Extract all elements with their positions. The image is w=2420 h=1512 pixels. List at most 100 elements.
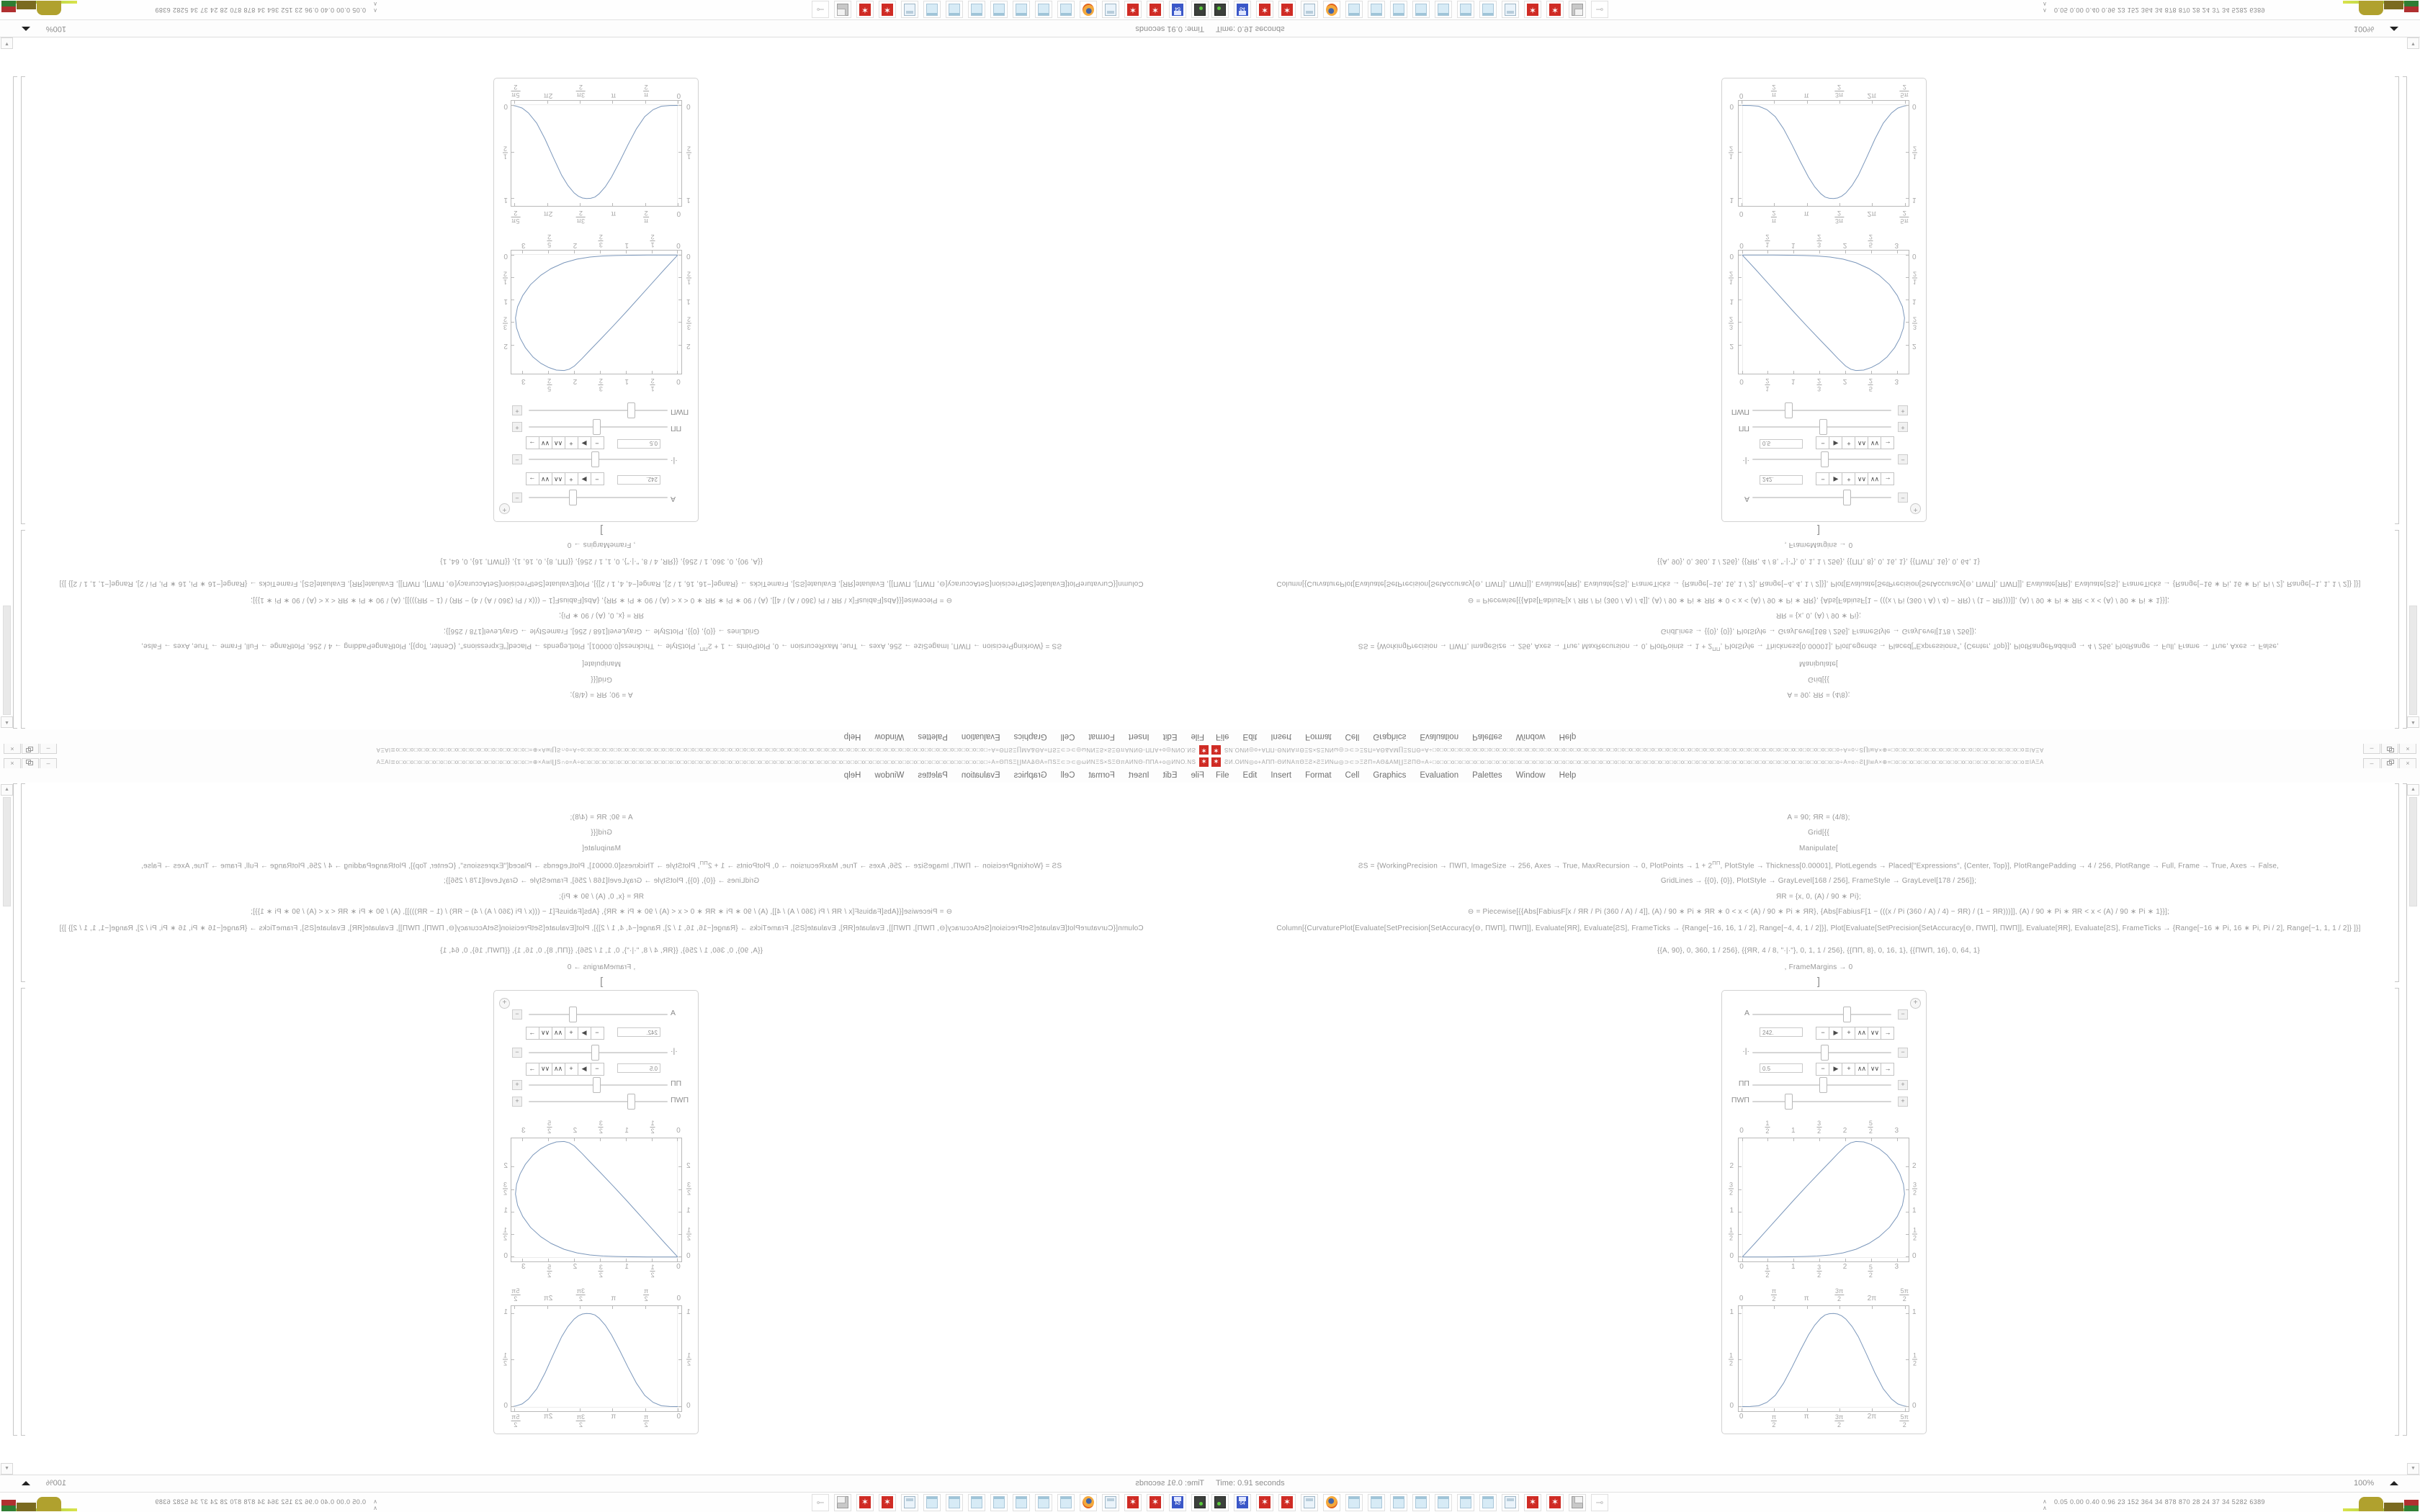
stepper-button-0-0[interactable]: − — [1816, 472, 1829, 485]
code-line-1[interactable]: Α = 90; ЯR = (4/8); — [1787, 814, 1850, 822]
calculator-icon[interactable] — [901, 1494, 918, 1511]
stepper-button-1-4[interactable]: ∨∨ — [1868, 1063, 1881, 1076]
notepad-icon[interactable] — [1035, 1, 1052, 18]
spikey-icon[interactable]: ✶ — [1256, 1494, 1273, 1511]
menu-item-help[interactable]: Help — [1559, 732, 1577, 741]
slider-toggle-3[interactable]: + — [512, 1097, 522, 1107]
notepad-icon[interactable] — [1345, 1494, 1363, 1511]
stepper-button-1-5[interactable]: → — [1881, 436, 1894, 449]
slider-track-0[interactable] — [529, 1007, 668, 1022]
window-titlebar[interactable]: ✶ ƧИ.ΟИΝ◎o+ΑΠΠ◦ΘИΝΑπΘΞƧ×ƧΞИΝω◎⊃⊂⊃ΞƧΠ=ΑΘ&… — [0, 756, 1210, 769]
stepper-button-0-3[interactable]: ∧∧ — [552, 472, 565, 485]
magnification-value[interactable]: 100% — [45, 1479, 66, 1488]
menu-item-help[interactable]: Help — [1559, 771, 1577, 780]
stepper-button-1-5[interactable]: → — [526, 1063, 539, 1076]
menu-item-cell[interactable]: Cell — [1060, 771, 1075, 780]
code-line-10[interactable]: , FrameMargins → 0 — [1784, 541, 1853, 549]
code-line-7[interactable]: ⊖ = Piecewise[{{Abs[FabiusF[x / ЯR / Pi … — [1467, 908, 2170, 916]
calculator-icon[interactable] — [1502, 1494, 1519, 1511]
slider-handle-3[interactable] — [627, 402, 636, 418]
menu-item-insert[interactable]: Insert — [1128, 732, 1150, 741]
code-line-5[interactable]: GridLines → {{0}, {0}}, PlotStyle → Gray… — [443, 627, 760, 635]
scrollbar-up-button[interactable]: ▲ — [2407, 716, 2419, 728]
printer-icon[interactable] — [1569, 1494, 1586, 1511]
cell-group-bracket[interactable] — [13, 783, 17, 1436]
code-line-6[interactable]: ЯR = {x, 0, (Α) / 90 ∗ Pi}; — [559, 893, 644, 901]
spikey-icon[interactable]: ✶ — [1147, 1, 1164, 18]
notepad-icon[interactable] — [1435, 1, 1452, 18]
cell-group-bracket[interactable] — [13, 76, 17, 729]
stepper-button-1-3[interactable]: ∧∧ — [552, 1063, 565, 1076]
menu-item-cell[interactable]: Cell — [1345, 771, 1360, 780]
menu-item-window[interactable]: Window — [1515, 732, 1546, 741]
slider-handle-0[interactable] — [569, 490, 578, 505]
output-cell-bracket[interactable] — [21, 988, 25, 1436]
code-line-2[interactable]: Grid[{{ — [591, 829, 612, 837]
stepper-button-0-0[interactable]: − — [1816, 1027, 1829, 1040]
menu-item-edit[interactable]: Edit — [1162, 771, 1178, 780]
notepad-icon[interactable] — [1013, 1494, 1030, 1511]
notepad-icon[interactable] — [1412, 1494, 1430, 1511]
slider-handle-2[interactable] — [592, 419, 601, 435]
floppy-icon[interactable]: 64 — [1234, 1494, 1251, 1511]
notepad-icon[interactable] — [968, 1494, 985, 1511]
firefox-icon[interactable] — [1323, 1, 1340, 18]
notepad-icon[interactable] — [1345, 1, 1363, 18]
code-line-6[interactable]: ЯR = {x, 0, (Α) / 90 ∗ Pi}; — [1776, 611, 1861, 619]
slider-toggle-0[interactable]: − — [1898, 1009, 1908, 1020]
notepad-icon[interactable] — [1013, 1, 1030, 18]
notepad-icon[interactable] — [946, 1494, 963, 1511]
stepper-button-1-3[interactable]: ∧∧ — [552, 436, 565, 449]
stepper-button-0-5[interactable]: → — [526, 472, 539, 485]
magnification-dropdown-icon[interactable] — [22, 1481, 30, 1485]
stepper-button-0-4[interactable]: ∨∨ — [539, 472, 552, 485]
minimize-button[interactable]: – — [2363, 743, 2380, 754]
spikey-icon[interactable]: ✶ — [1124, 1, 1142, 18]
slider-toggle-2[interactable]: + — [1898, 422, 1908, 432]
menu-item-evaluation[interactable]: Evaluation — [1420, 771, 1459, 780]
magnification-value[interactable]: 100% — [45, 24, 66, 33]
slider-handle-2[interactable] — [1819, 1077, 1828, 1093]
slider-handle-0[interactable] — [569, 1007, 578, 1022]
menu-item-file[interactable]: File — [1191, 771, 1204, 780]
input-cell-bracket[interactable] — [2395, 783, 2399, 982]
stepper-button-0-5[interactable]: → — [1881, 1027, 1894, 1040]
printer-icon[interactable] — [1569, 1, 1586, 18]
slider-track-3[interactable] — [1752, 402, 1891, 418]
minimize-button[interactable]: – — [40, 743, 57, 754]
restore-button[interactable] — [2381, 758, 2398, 769]
notepad-icon[interactable] — [1479, 1494, 1497, 1511]
slider-track-3[interactable] — [529, 402, 668, 418]
code-line-9[interactable]: {{Α, 90}, 0, 360, 1 / 256}, {{ЯR, 4 / 8,… — [1657, 557, 1981, 565]
slider-toggle-3[interactable]: + — [512, 405, 522, 415]
code-line-4[interactable]: ƧS = {WorkingPrecision → ΠWΠ, ImageSize … — [11, 642, 1192, 652]
menu-item-insert[interactable]: Insert — [1128, 771, 1150, 780]
stepper-button-1-1[interactable]: ▶ — [1829, 1063, 1842, 1076]
stepper-button-0-0[interactable]: − — [591, 472, 604, 485]
code-line-3[interactable]: Manipulate[ — [1799, 660, 1838, 667]
code-line-2[interactable]: Grid[{{ — [591, 675, 612, 683]
notepad-icon[interactable] — [1368, 1494, 1385, 1511]
scrollbar-up-button[interactable]: ▲ — [2407, 784, 2419, 796]
slider-track-2[interactable] — [1752, 419, 1891, 435]
notepad-icon[interactable] — [923, 1494, 941, 1511]
spikey-icon[interactable]: ✶ — [856, 1494, 874, 1511]
printer-icon[interactable] — [834, 1494, 851, 1511]
notepad-icon[interactable] — [1412, 1, 1430, 18]
spikey-icon[interactable]: ✶ — [1256, 1, 1273, 18]
code-line-8[interactable]: Column[{CurvaturePlot[Evaluate[SetPrecis… — [59, 924, 1144, 932]
code-line-1[interactable]: Α = 90; ЯR = (4/8); — [570, 814, 633, 822]
capture-icon[interactable] — [1191, 1, 1209, 18]
code-line-6[interactable]: ЯR = {x, 0, (Α) / 90 ∗ Pi}; — [1776, 893, 1861, 901]
code-line-5[interactable]: GridLines → {{0}, {0}}, PlotStyle → Gray… — [1660, 627, 1977, 635]
code-line-2[interactable]: Grid[{{ — [1808, 829, 1829, 837]
menu-item-format[interactable]: Format — [1305, 732, 1332, 741]
notepad-icon[interactable] — [1057, 1494, 1075, 1511]
notepad-icon[interactable] — [1368, 1, 1385, 18]
code-line-8[interactable]: Column[{CurvaturePlot[Evaluate[SetPrecis… — [59, 580, 1144, 588]
code-line-8[interactable]: Column[{CurvaturePlot[Evaluate[SetPrecis… — [1276, 580, 2361, 588]
manipulate-menu-icon[interactable]: + — [1910, 503, 1921, 514]
menu-item-file[interactable]: File — [1216, 732, 1229, 741]
notepad-icon[interactable] — [968, 1, 985, 18]
spikey-icon[interactable]: ✶ — [1524, 1, 1541, 18]
